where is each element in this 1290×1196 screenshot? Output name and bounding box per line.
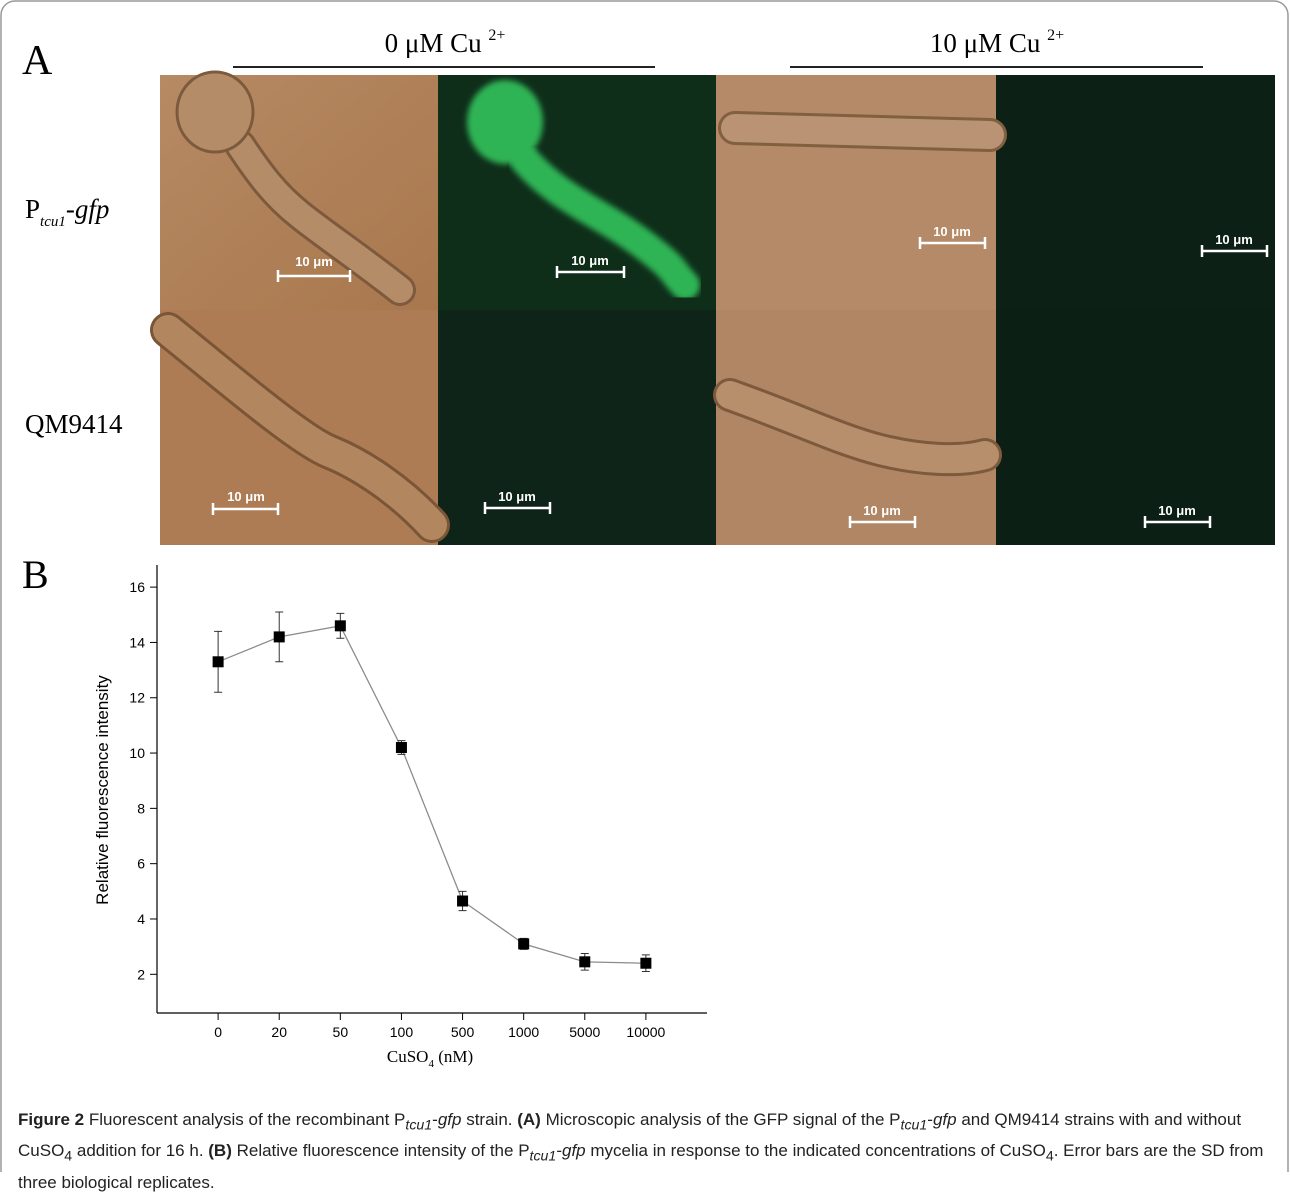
series-line [217, 625, 646, 964]
column-header: 10 μM Cu 2+ [930, 27, 1064, 58]
caption-run: (A) [517, 1110, 541, 1129]
x-tick-label: 500 [451, 1024, 475, 1040]
y-tick-label: 12 [129, 690, 145, 706]
caption-run: gfp [932, 1110, 957, 1129]
scale-label: 10 μm [1158, 503, 1196, 518]
x-tick-label: 10000 [626, 1024, 665, 1040]
marker [395, 742, 407, 754]
caption-run: gfp [437, 1110, 462, 1129]
y-tick-label: 6 [137, 856, 145, 872]
panel-label: B [22, 552, 49, 597]
caption-run: Fluorescent analysis of the recombinant … [84, 1110, 406, 1129]
figure: A B 0 μM Cu 2+ 10 μM Cu 2+ Ptcu1-gfp QM9… [0, 0, 1289, 1172]
marker [212, 656, 224, 668]
caption-run: (B) [208, 1141, 232, 1161]
x-axis-label: CuSO4 (nM) [387, 1047, 473, 1070]
caption-run: addition for 16 h. [72, 1141, 209, 1161]
panel-label: A [22, 38, 53, 84]
caption-run: strain. [461, 1110, 518, 1129]
y-tick-label: 14 [129, 634, 145, 650]
y-tick-label: 8 [137, 800, 145, 816]
scale-label: 10 μm [571, 253, 609, 268]
scale-label: 10 μm [863, 503, 901, 518]
frame [0, 0, 1289, 1172]
row-label: Ptcu1-gfp [25, 194, 109, 230]
x-tick-label: 1000 [508, 1024, 539, 1040]
caption-run: gfp [561, 1141, 586, 1161]
micrographs [150, 70, 1275, 545]
caption-run: - [432, 1110, 438, 1129]
caption-run: - [556, 1141, 562, 1161]
marker [518, 938, 530, 950]
y-tick-label: 16 [129, 579, 145, 595]
row-label: QM9414 [25, 409, 123, 439]
scale-label: 10 μm [227, 489, 265, 504]
x-tick-label: 0 [214, 1024, 222, 1040]
y-tick-label: 4 [137, 911, 145, 927]
caption-run: - [927, 1110, 933, 1129]
scale-label: 10 μm [295, 254, 333, 269]
y-tick-label: 2 [137, 966, 145, 982]
marker [457, 895, 469, 907]
caption: Figure 2 Fluorescent analysis of the rec… [18, 1107, 1280, 1196]
marker [273, 631, 285, 643]
caption-run: 4 [1045, 1148, 1054, 1165]
x-tick-label: 5000 [569, 1024, 600, 1040]
caption-run: and QM9414 strains with and without CuSO [18, 1110, 1242, 1161]
x-tick-label: 100 [390, 1024, 414, 1040]
y-axis-label: Relative fluorescence intensity [93, 675, 112, 905]
column-header: 0 μM Cu 2+ [385, 27, 506, 58]
x-tick-label: 20 [271, 1024, 287, 1040]
chart: Relative fluorescence intensity CuSO4 (n… [93, 565, 707, 1070]
caption-run: tcu1 [900, 1117, 928, 1134]
scale-label: 10 μm [498, 489, 536, 504]
caption-run: tcu1 [529, 1148, 557, 1165]
caption-run: tcu1 [405, 1117, 433, 1134]
caption-run: Relative fluorescence intensity of the P [231, 1141, 530, 1161]
scale-label: 10 μm [933, 224, 971, 239]
marker [579, 956, 591, 968]
y-tick-label: 10 [129, 745, 145, 761]
marker [334, 620, 346, 632]
scale-bars: 10 μm 10 μm 10 μm 10 μm 10 μm 10 μm 10 μ… [211, 224, 1269, 528]
caption-run: Microscopic analysis of the GFP signal o… [540, 1110, 901, 1129]
caption-run: Figure 2 [18, 1110, 85, 1129]
caption-run: mycelia in response to the indicated con… [585, 1141, 1046, 1161]
scale-label: 10 μm [1215, 232, 1253, 247]
x-tick-label: 50 [333, 1024, 349, 1040]
caption-run: 4 [64, 1148, 73, 1165]
marker [640, 957, 652, 969]
